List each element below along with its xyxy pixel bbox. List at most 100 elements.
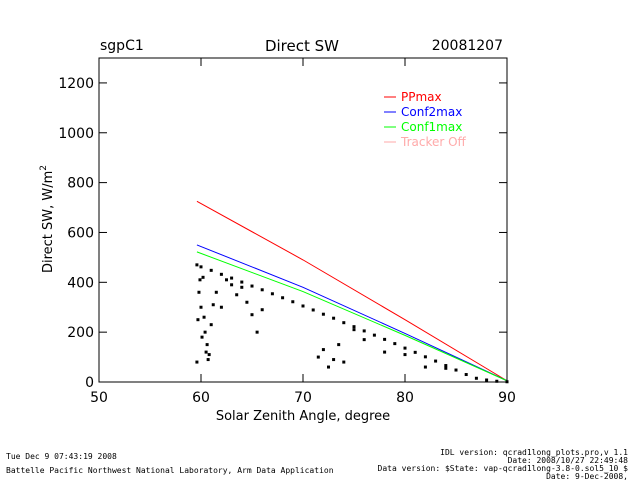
y-tick-label: 0 [85,375,94,391]
plot-area [195,200,509,384]
date-label: 20081207 [432,38,503,54]
data-point [209,323,213,327]
data-point [207,353,211,357]
data-point [195,263,199,267]
y-tick-label: 1200 [58,76,94,92]
data-point [255,330,259,334]
data-point [372,333,376,337]
data-version: Data version: $State: vap-qcrad1long-3.8… [377,464,628,473]
data-point [201,275,205,279]
series-line [196,200,508,382]
data-point [454,368,458,372]
data-point [196,318,200,322]
data-point [495,379,499,383]
idl-version: IDL version: qcrad1long_plots.pro,v 1.1 [440,448,628,457]
legend-label: Conf1max [401,120,462,134]
legend-label: Tracker Off [400,135,467,149]
data-point [321,312,325,316]
data-point [434,359,438,363]
data-point [383,337,387,341]
data-point [219,272,223,276]
data-point [316,355,320,359]
data-point [444,364,448,368]
data-point [240,280,244,284]
data-point [199,265,203,269]
data-point [197,290,201,294]
data-point [270,292,274,296]
y-axis-label: Direct SW, W/m2 [39,165,56,273]
data-point [485,378,489,382]
data-point [423,365,427,369]
x-tick-label: 50 [90,390,108,406]
data-point [240,285,244,289]
data-point [393,342,397,346]
data-point [444,366,448,370]
data-point [342,321,346,325]
data-point [198,278,202,282]
data-point [260,308,264,312]
x-tick-label: 80 [396,390,414,406]
data-point [204,350,208,354]
data-point [352,325,356,329]
data-point [195,360,199,364]
data-point [362,329,366,333]
data-point [311,308,315,312]
idl-date: Date: 2008/10/27 22:49:48 [507,456,628,465]
data-point [235,293,239,297]
legend-label: Conf2max [401,105,462,119]
data-point [219,305,223,309]
x-tick-label: 90 [498,390,516,406]
data-point [206,358,210,362]
data-point [383,350,387,354]
data-point [301,304,305,308]
data-point [225,278,228,282]
y-tick-label: 600 [67,225,94,241]
data-point [413,350,417,354]
series-line [196,251,508,382]
data-date: Date: 9-Dec-2008, [546,472,628,481]
data-point [281,296,285,300]
data-point [250,313,254,317]
data-point [342,360,346,364]
data-point [250,284,254,288]
data-point [200,335,204,339]
data-point [230,283,234,287]
data-point [245,300,249,304]
x-axis-label: Solar Zenith Angle, degree [216,409,390,424]
data-point [332,358,336,362]
y-tick-label: 1000 [58,126,94,142]
data-point [321,348,325,352]
data-point [403,346,407,350]
data-point [209,268,213,272]
y-tick-label: 800 [67,176,94,192]
data-point [327,365,330,369]
data-point [199,305,203,309]
y-tick-label: 400 [67,275,94,291]
data-point [202,315,206,319]
site-label: sgpC1 [100,38,144,54]
y-tick-label: 200 [67,325,94,341]
y-axis-label-main: Direct SW, W/m [41,171,56,273]
axes: 50 60 70 80 90 0 200 400 600 800 1000 1200 [58,58,516,406]
data-point [205,343,209,347]
data-point [423,355,427,359]
legend-label: PPmax [401,90,442,104]
x-tick-label: 60 [192,390,210,406]
data-point [211,303,215,307]
data-point [230,276,234,280]
data-point [214,290,218,294]
data-point [332,316,336,320]
run-timestamp: Tue Dec 9 07:43:19 2008 [6,452,117,461]
data-point [362,338,366,342]
y-axis-label-superscript: 2 [39,165,49,171]
data-point [203,330,207,334]
data-point [464,373,468,377]
data-point [352,328,356,332]
chart-title: Direct SW [265,37,339,55]
series-line [196,244,508,382]
data-point [403,353,407,357]
data-point [474,376,478,380]
data-point [260,288,264,292]
